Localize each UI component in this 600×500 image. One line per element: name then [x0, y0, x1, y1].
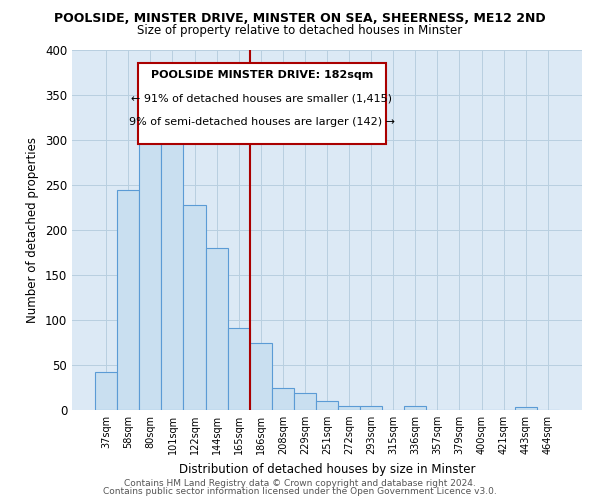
- Text: ← 91% of detached houses are smaller (1,415): ← 91% of detached houses are smaller (1,…: [131, 93, 392, 103]
- Text: Contains public sector information licensed under the Open Government Licence v3: Contains public sector information licen…: [103, 487, 497, 496]
- Bar: [515, 408, 537, 410]
- Text: POOLSIDE, MINSTER DRIVE, MINSTER ON SEA, SHEERNESS, ME12 2ND: POOLSIDE, MINSTER DRIVE, MINSTER ON SEA,…: [54, 12, 546, 26]
- Text: 9% of semi-detached houses are larger (142) →: 9% of semi-detached houses are larger (1…: [129, 116, 395, 126]
- Bar: [117, 190, 139, 410]
- Bar: [338, 406, 360, 410]
- Bar: [206, 248, 227, 410]
- X-axis label: Distribution of detached houses by size in Minster: Distribution of detached houses by size …: [179, 462, 475, 475]
- Bar: [139, 129, 161, 410]
- Text: Contains HM Land Registry data © Crown copyright and database right 2024.: Contains HM Land Registry data © Crown c…: [124, 478, 476, 488]
- Bar: [294, 393, 316, 410]
- Bar: [360, 406, 382, 410]
- Bar: [95, 372, 117, 410]
- Y-axis label: Number of detached properties: Number of detached properties: [26, 137, 40, 323]
- Bar: [227, 328, 250, 410]
- Bar: [272, 388, 294, 410]
- Bar: [404, 406, 427, 410]
- Text: Size of property relative to detached houses in Minster: Size of property relative to detached ho…: [137, 24, 463, 37]
- Bar: [184, 205, 206, 410]
- Bar: [316, 401, 338, 410]
- Text: POOLSIDE MINSTER DRIVE: 182sqm: POOLSIDE MINSTER DRIVE: 182sqm: [151, 70, 373, 80]
- FancyBboxPatch shape: [139, 62, 386, 144]
- Bar: [250, 342, 272, 410]
- Bar: [161, 110, 184, 410]
